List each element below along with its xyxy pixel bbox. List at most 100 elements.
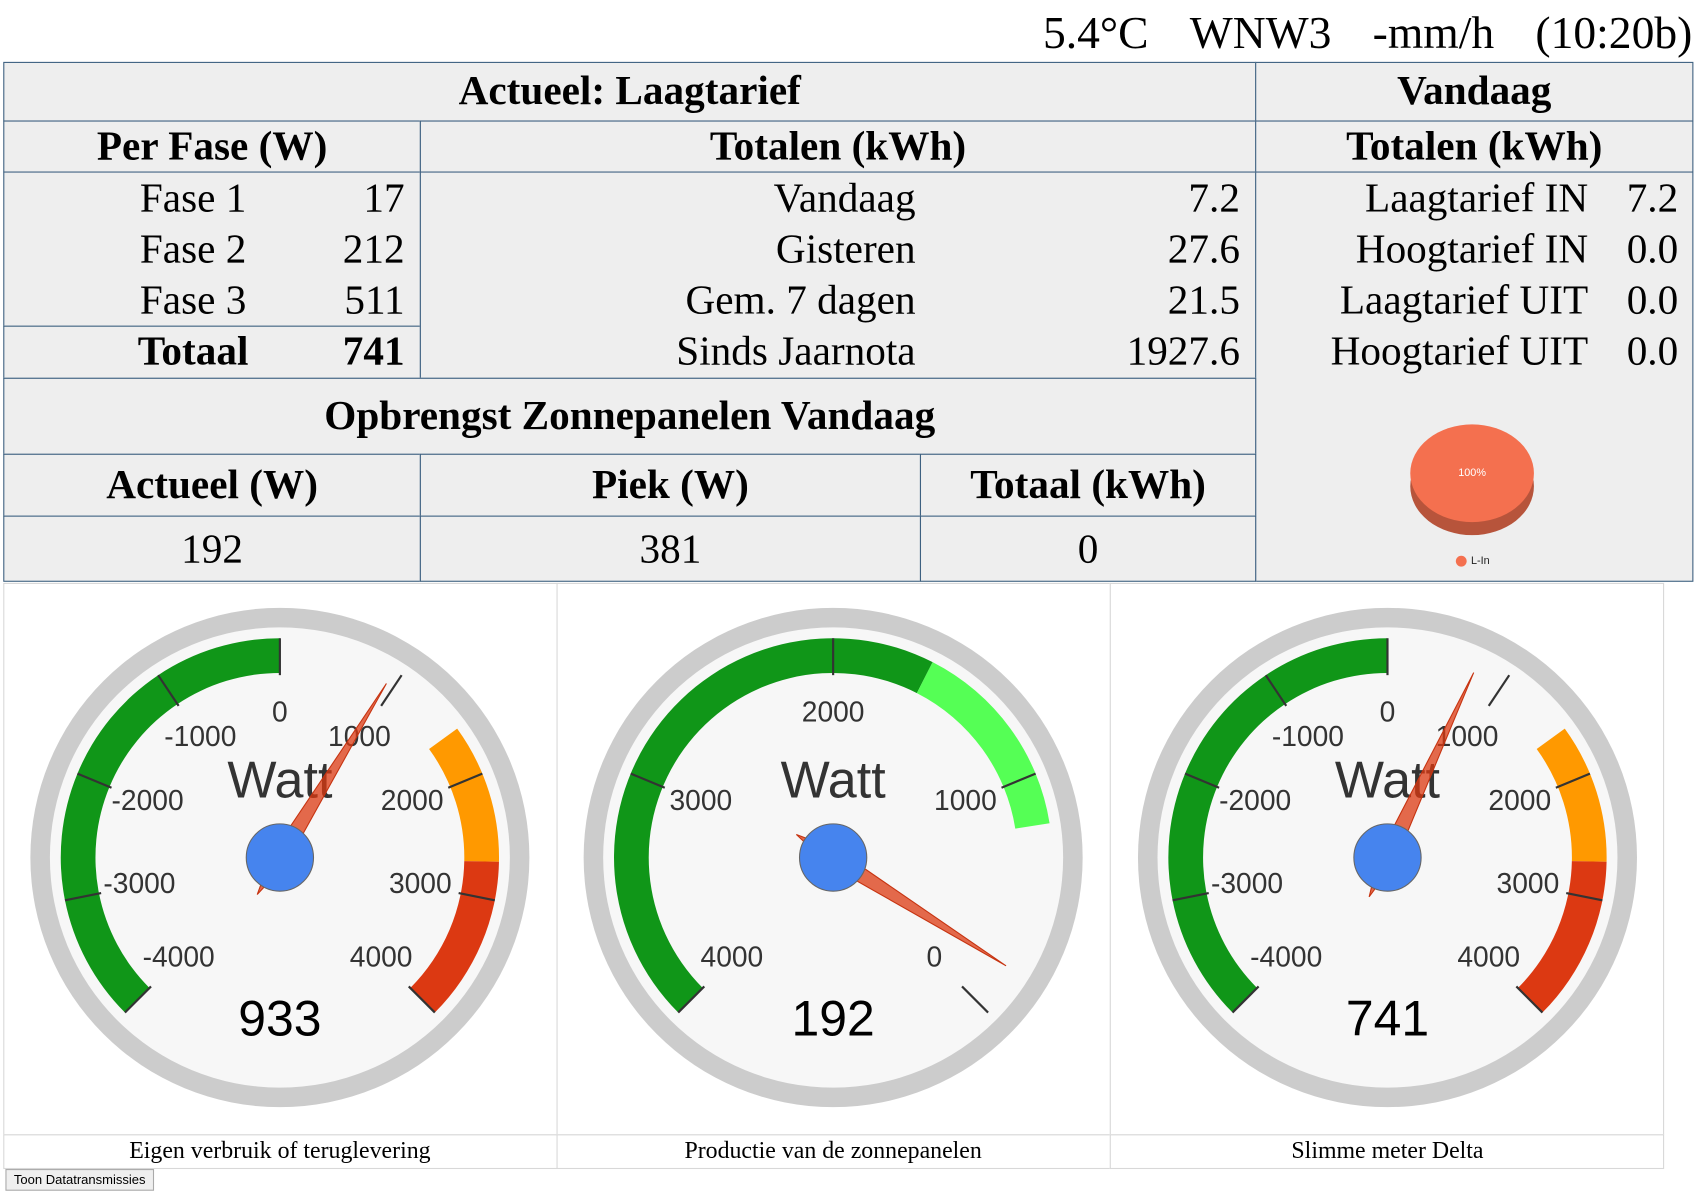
column-header: Totalen (kWh): [1346, 123, 1603, 170]
gauge-caption: Productie van de zonnepanelen: [684, 1138, 981, 1164]
gauge-tick: [1172, 892, 1209, 902]
legend-label: L-In: [1471, 555, 1490, 567]
weather-item: (10:20b): [1535, 8, 1693, 59]
gauge-tick-label: 2000: [381, 784, 444, 816]
gauge-tick: [407, 985, 436, 1014]
gauge-tick: [1555, 772, 1591, 789]
gauge-tick-label: 3000: [669, 784, 732, 816]
gauge-tick-label: -4000: [1250, 940, 1322, 972]
weather-item: 5.4°C: [1042, 8, 1149, 59]
totals-label: Sinds Jaarnota: [676, 328, 916, 375]
gauge-hub: [1353, 823, 1422, 892]
gauge-value: 933: [238, 991, 321, 1047]
table-title: Actueel: Laagtarief: [458, 68, 801, 114]
gauge-band: [410, 861, 499, 1013]
gauge-tick-label: 4000: [1457, 940, 1520, 972]
phase-label: Fase 1: [139, 175, 247, 222]
phase-label: Fase 3: [139, 277, 247, 324]
gauge-caption: Slimme meter Delta: [1291, 1138, 1483, 1164]
today-label: Laagtarief IN: [1365, 175, 1589, 222]
gauge-tick-label: -1000: [1272, 720, 1344, 752]
gauge-tick-label: 1000: [934, 784, 997, 816]
today-value: 0.0: [1626, 226, 1679, 273]
gauge-band: [1168, 638, 1388, 1013]
totals-label: Gisteren: [775, 226, 916, 273]
cell: [3, 515, 421, 582]
totals-label: Vandaag: [773, 175, 916, 222]
gauge-tick-label: 4000: [701, 940, 764, 972]
gauge-tick: [458, 892, 496, 902]
gauge-tick-label: 3000: [1497, 867, 1560, 899]
caption-cell: [3, 1134, 558, 1170]
gauge-tick-label: -4000: [143, 940, 215, 972]
gauge-band: [614, 638, 933, 1013]
gauge-band: [1517, 861, 1607, 1013]
gauge-hub: [798, 823, 868, 892]
gauge-tick-label: 0: [927, 940, 943, 972]
gauge-tick-label: -1000: [164, 720, 236, 752]
today-label: Hoogtarief IN: [1355, 226, 1589, 273]
cell: [419, 171, 1257, 379]
legend-marker: [1455, 555, 1467, 567]
pie-slice: [1410, 424, 1534, 523]
gauge-tick-label: 3000: [389, 867, 452, 899]
cell: [3, 325, 421, 379]
gauge-tick-label: -2000: [112, 784, 184, 816]
weather-bar: 5.4°C WNW3 -mm/h (10:20b): [1043, 7, 1692, 61]
gauge-unit: Watt: [781, 751, 887, 809]
gauge-tick-label: -3000: [103, 867, 175, 899]
cell: [419, 120, 1257, 173]
gauge-tick: [1184, 772, 1220, 789]
solar-header: Piek (W): [591, 462, 749, 508]
column-header: Per Fase (W): [96, 123, 328, 170]
gauge-tick: [1001, 772, 1037, 789]
gauge-caption: Eigen verbruik of teruglevering: [129, 1138, 430, 1164]
gauge-tick: [630, 772, 666, 789]
caption-cell: [556, 1134, 1111, 1170]
gauge-tick: [380, 674, 403, 707]
gauge-tick-label: 2000: [1488, 784, 1551, 816]
today-title: Vandaag: [1397, 68, 1552, 114]
gauge-tick: [677, 985, 706, 1014]
solar-header: Actueel (W): [106, 462, 318, 508]
cell: [419, 453, 922, 517]
solar-value: 192: [181, 526, 243, 573]
cell: [3, 61, 1257, 122]
today-label: Laagtarief UIT: [1339, 277, 1589, 324]
gauge-value: 192: [792, 991, 875, 1047]
phase-value: 511: [344, 277, 405, 324]
phase-value: 17: [363, 175, 405, 222]
column-header: Totalen (kWh): [709, 123, 967, 170]
cell: [419, 515, 922, 582]
total-label: Totaal: [137, 328, 249, 375]
gauge-tick: [1515, 985, 1544, 1014]
totals-value: 1927.6: [1126, 328, 1240, 375]
gauge-tick: [157, 674, 180, 707]
gauge-tick: [1566, 892, 1603, 902]
solar-title: Opbrengst Zonnepanelen Vandaag: [324, 392, 936, 439]
today-value: 7.2: [1626, 175, 1679, 222]
gauge-tick: [77, 772, 112, 789]
gauge-tick: [64, 892, 102, 902]
gauge-tick: [447, 772, 483, 789]
gauge-band: [1536, 728, 1607, 862]
totals-label: Gem. 7 dagen: [685, 277, 916, 324]
toggle-transmissions-button[interactable]: Toon Datatransmissies: [5, 1169, 155, 1191]
pie-label: 100%: [1458, 467, 1486, 479]
totals-value: 21.5: [1167, 277, 1240, 324]
solar-value: 381: [639, 526, 702, 573]
solar-header: Totaal (kWh): [970, 462, 1206, 508]
gauge-tick: [1487, 674, 1511, 707]
gauge-value: 741: [1346, 991, 1429, 1047]
gauge-band: [429, 728, 500, 862]
gauge-tick: [124, 985, 152, 1014]
today-value: 0.0: [1626, 277, 1679, 324]
gauge-tick-label: 2000: [802, 696, 865, 728]
cell: [3, 171, 421, 327]
gauge-tick-label: 0: [272, 696, 288, 728]
cell: [3, 377, 1257, 455]
gauge-tick-label: -3000: [1211, 867, 1283, 899]
cell: [919, 453, 1257, 517]
